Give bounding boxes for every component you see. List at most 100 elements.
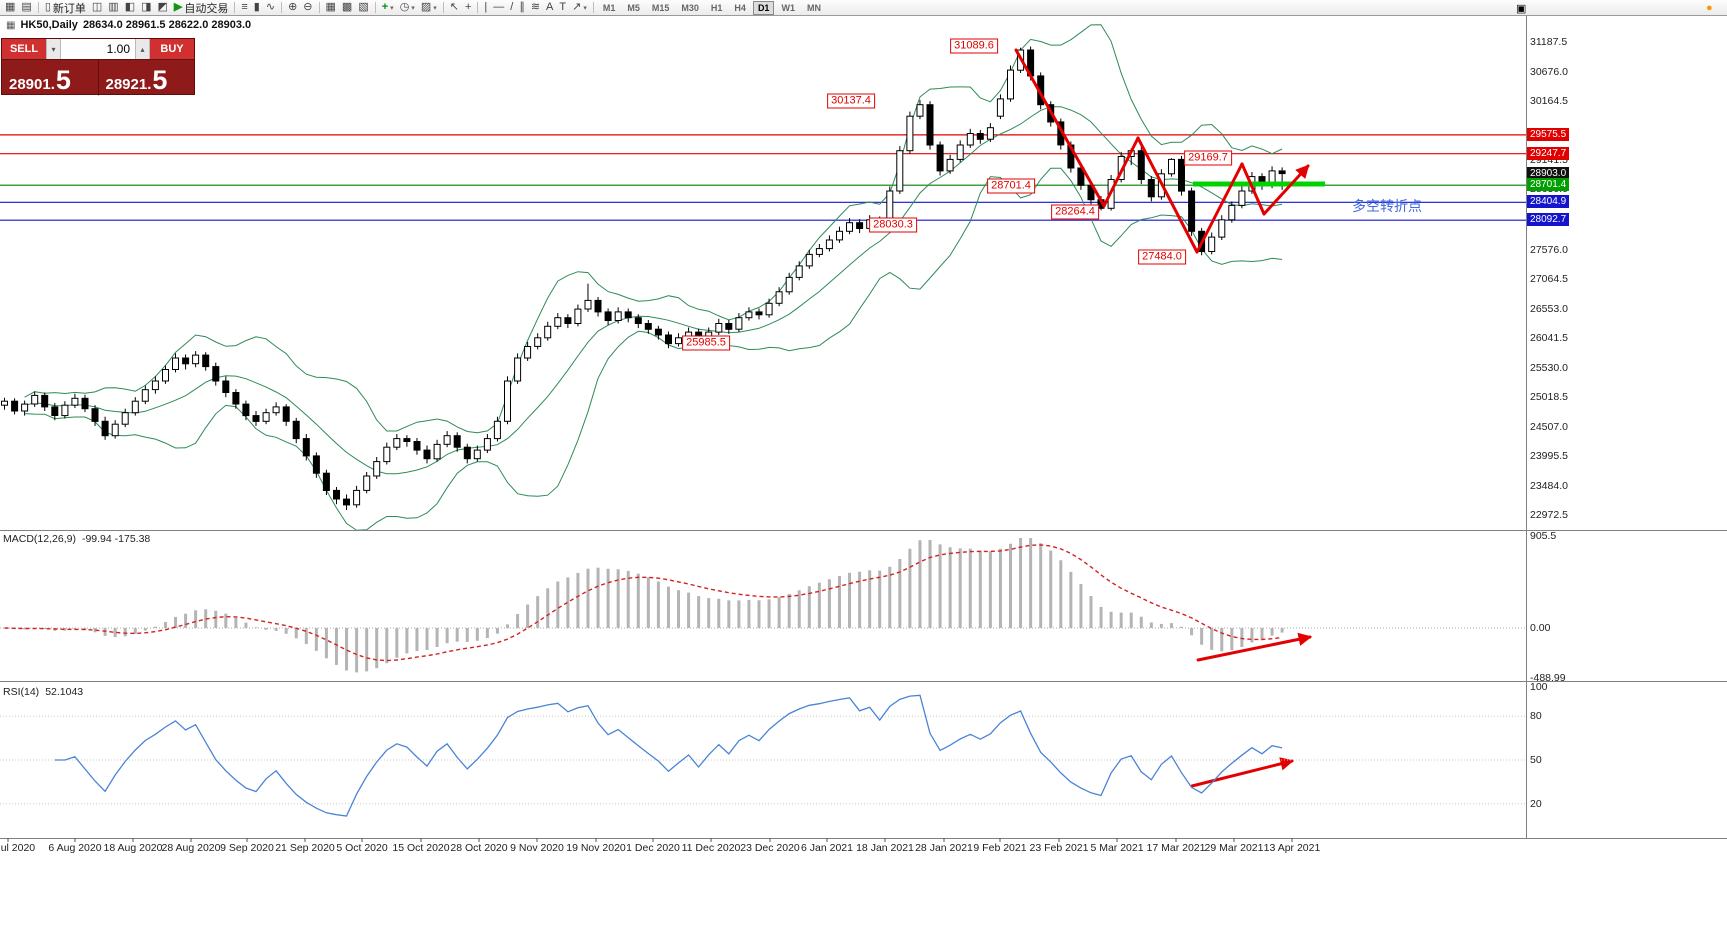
candle-body xyxy=(483,438,491,451)
text-icon[interactable]: A xyxy=(543,1,556,15)
price-callout[interactable]: 27484.0 xyxy=(1138,249,1186,265)
zoom-out-icon[interactable]: ⊖ xyxy=(300,1,315,15)
new-order-button[interactable]: ▯ 新订单 xyxy=(42,1,89,15)
trend-arrow[interactable] xyxy=(1190,757,1294,788)
timeframe-button-h4[interactable]: H4 xyxy=(734,2,746,13)
equidistant-channel-icon[interactable]: ∥ xyxy=(516,1,528,15)
macd-axis-label: -488.99 xyxy=(1530,671,1566,684)
horizontal-line-icon[interactable]: — xyxy=(490,1,507,15)
candle-body xyxy=(282,406,290,422)
time-axis-label: 13 Apr 2021 xyxy=(1263,842,1321,854)
text-label-icon[interactable]: T xyxy=(556,1,569,15)
price-callout[interactable]: 28264.4 xyxy=(1051,204,1099,220)
templates-icon[interactable]: ▨ ▾ xyxy=(418,1,440,15)
cursor-icon[interactable]: ↖ xyxy=(447,1,462,15)
tile-windows-icon[interactable]: ▦ xyxy=(323,1,339,15)
periods-icon[interactable]: ◷ ▾ xyxy=(397,1,418,15)
volume-increase-button[interactable]: ▴ xyxy=(135,39,150,59)
strategy-tester-icon[interactable]: ◩ xyxy=(155,1,171,15)
candle-body xyxy=(604,311,612,321)
trend-arrow[interactable] xyxy=(1136,136,1199,254)
trend-arrow[interactable] xyxy=(1262,164,1310,216)
candlestick-chart-icon[interactable]: ▮ xyxy=(251,1,263,15)
trendline-icon[interactable]: / xyxy=(507,1,516,15)
pivot-text-annotation[interactable]: 多空转折点 xyxy=(1352,198,1422,214)
candle-body xyxy=(815,248,823,255)
data-window-icon[interactable]: ▥ xyxy=(105,1,121,15)
profiles-icon[interactable]: ▤ xyxy=(18,1,34,15)
auto-arrange-icon[interactable]: ▧ xyxy=(355,1,371,15)
buy-button[interactable]: BUY xyxy=(150,39,194,59)
trend-arrow[interactable] xyxy=(1196,632,1312,662)
chart-window-icon[interactable]: ▦ xyxy=(2,1,18,15)
candle-body xyxy=(715,323,723,333)
terminal-icon[interactable]: ◨ xyxy=(138,1,154,15)
candle-body xyxy=(41,394,49,408)
macd-panel-label: MACD(12,26,9) -99.94 -175.38 xyxy=(3,533,150,545)
timeframe-button-m5[interactable]: M5 xyxy=(627,2,640,13)
candle-body xyxy=(644,323,652,330)
vertical-line-icon[interactable]: | xyxy=(481,1,490,15)
price-callout[interactable]: 28701.4 xyxy=(987,178,1035,194)
candle-body xyxy=(312,455,320,474)
navigator-icon[interactable]: ◧ xyxy=(122,1,138,15)
candle-body xyxy=(916,104,924,117)
price-callout[interactable]: 31089.6 xyxy=(950,38,998,54)
trade-prices-row: 28901. 5 28921. 5 xyxy=(2,60,194,96)
bar-chart-icon[interactable]: ≡ xyxy=(238,1,250,15)
auto-arrange-icon: ▧ xyxy=(358,1,369,13)
autotrading-button[interactable]: ▶ 自动交易 xyxy=(171,1,231,15)
candle-body xyxy=(61,404,69,417)
price-callout[interactable]: 29169.7 xyxy=(1184,150,1232,166)
ask-price[interactable]: 28921. 5 xyxy=(97,60,195,96)
cascade-windows-icon[interactable]: ▩ xyxy=(339,1,355,15)
candle-body xyxy=(755,311,763,316)
timeframe-button-m1[interactable]: M1 xyxy=(602,2,616,13)
bid-price[interactable]: 28901. 5 xyxy=(2,60,98,96)
time-axis-label: 9 Feb 2021 xyxy=(973,842,1027,854)
line-chart-icon[interactable]: ∿ xyxy=(263,1,278,15)
timeframe-button-h1[interactable]: H1 xyxy=(710,2,723,13)
price-axis-label: 23995.5 xyxy=(1530,450,1568,463)
price-callout[interactable]: 28030.3 xyxy=(869,217,917,233)
crosshair-icon[interactable]: + xyxy=(462,1,474,15)
arrows-tool-icon[interactable]: ↗ ▾ xyxy=(569,1,590,15)
candle-body xyxy=(443,435,451,445)
fullscreen-icon[interactable]: ▣ xyxy=(1516,2,1527,15)
candle-body xyxy=(634,317,642,325)
timeframe-button-m15[interactable]: M15 xyxy=(651,2,670,13)
candle-body xyxy=(101,420,109,437)
toolbar-separator xyxy=(477,2,479,13)
timeframe-button-mn[interactable]: MN xyxy=(806,2,821,13)
candle-body xyxy=(896,150,904,192)
candle-body xyxy=(423,449,431,460)
fibonacci-icon[interactable]: ≋ xyxy=(528,1,543,15)
new-order-button-label: 新订单 xyxy=(52,2,86,15)
candle-body xyxy=(1137,150,1145,180)
trend-arrow[interactable] xyxy=(1240,162,1266,216)
candle-body xyxy=(795,265,803,278)
candle-body xyxy=(504,380,511,422)
zoom-in-icon[interactable]: ⊕ xyxy=(285,1,300,15)
zoom-in-icon: ⊕ xyxy=(288,1,298,13)
timeframe-button-w1[interactable]: W1 xyxy=(781,2,795,13)
macd-signal-line xyxy=(4,544,1283,662)
indicators-icon[interactable]: + ▾ xyxy=(379,1,397,15)
volume-input[interactable]: 1.00 xyxy=(61,39,135,59)
market-watch-icon[interactable]: ◫ xyxy=(89,1,105,15)
trend-arrow[interactable] xyxy=(1195,162,1244,254)
timeframe-button-m30[interactable]: M30 xyxy=(681,2,699,13)
bar-chart-icon: ≡ xyxy=(241,1,248,13)
candle-body xyxy=(1238,190,1246,206)
trend-arrow[interactable] xyxy=(1102,136,1140,208)
timeframe-button-d1[interactable]: D1 xyxy=(752,0,775,15)
support-highlight-line[interactable] xyxy=(1193,181,1325,187)
price-callout[interactable]: 30137.4 xyxy=(827,93,875,109)
sell-button[interactable]: SELL xyxy=(2,39,46,59)
trend-arrow[interactable] xyxy=(1014,48,1106,208)
volume-decrease-button[interactable]: ▾ xyxy=(46,39,61,59)
price-callout[interactable]: 25985.5 xyxy=(682,335,730,351)
time-axis-label: 6 Jan 2021 xyxy=(801,842,853,854)
macd-indicator-values: -99.94 -175.38 xyxy=(81,533,151,545)
community-icon[interactable]: ● xyxy=(1706,2,1713,14)
